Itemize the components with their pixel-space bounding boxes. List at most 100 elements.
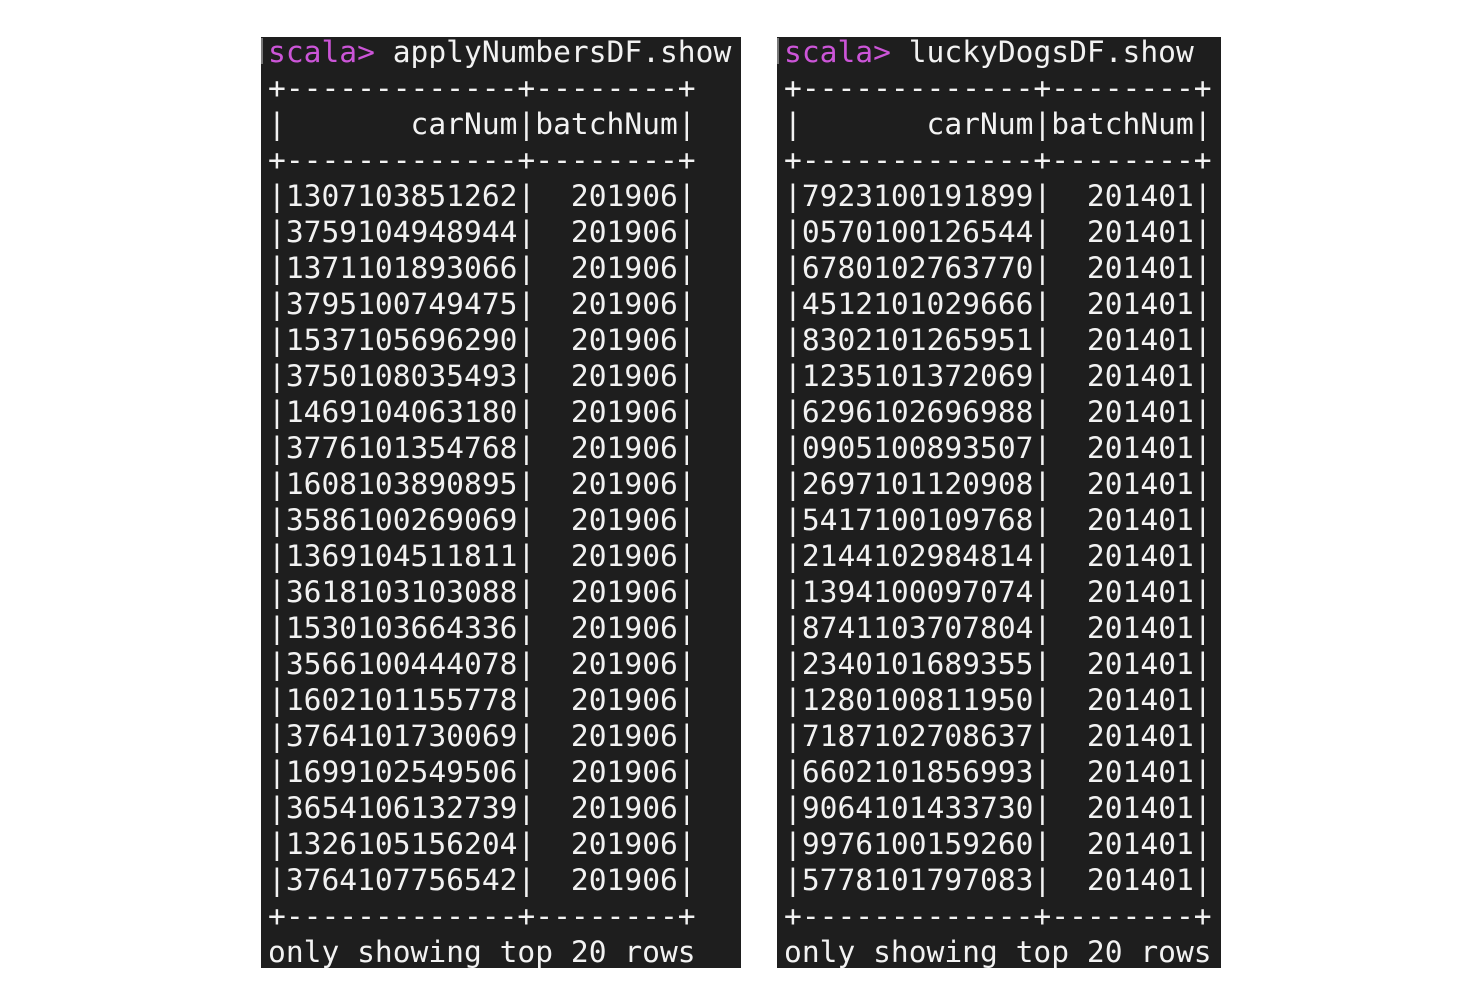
cell-batchnum: 201906 (570, 323, 678, 357)
cell-batchnum: 201906 (570, 683, 678, 717)
cell-batchnum: 201906 (570, 791, 678, 825)
column-separator: | (784, 611, 802, 645)
cell-batchnum: 201906 (570, 431, 678, 465)
column-separator: | (268, 287, 286, 321)
table-row: |9976100159260| 201401| (777, 826, 1221, 862)
column-separator: | (268, 251, 286, 285)
column-separator: | (784, 431, 802, 465)
cell-carnum: 1469104063180 (285, 395, 518, 429)
column-separator: | (784, 503, 802, 537)
cell-batchnum: 201401 (1086, 683, 1194, 717)
cell-carnum: 5417100109768 (801, 503, 1034, 537)
column-header-batchnum: batchNum (535, 107, 678, 141)
column-separator: | (1033, 323, 1052, 357)
table-border: +-------------+--------+ (268, 899, 696, 933)
column-separator: | (1033, 359, 1052, 393)
column-separator: | (517, 431, 536, 465)
cell-carnum: 1394100097074 (801, 575, 1034, 609)
table-border: +-------------+--------+ (784, 143, 1212, 177)
cell-carnum: 0570100126544 (801, 215, 1034, 249)
column-separator: | (268, 179, 286, 213)
cursor-mark (777, 38, 779, 64)
column-separator: | (1193, 467, 1212, 501)
column-separator: | (677, 863, 696, 897)
table-row: |6602101856993| 201401| (777, 754, 1221, 790)
table-row: |1326105156204| 201906| (261, 826, 741, 862)
column-separator: | (1193, 395, 1212, 429)
table-row: |0570100126544| 201401| (777, 214, 1221, 250)
cell-batchnum: 201401 (1086, 719, 1194, 753)
table-row: |1307103851262| 201906| (261, 178, 741, 214)
column-separator: | (677, 323, 696, 357)
table-row: |2340101689355| 201401| (777, 646, 1221, 682)
cell-batchnum: 201401 (1086, 863, 1194, 897)
table-row: |1280100811950| 201401| (777, 682, 1221, 718)
column-separator: | (1193, 215, 1212, 249)
terminal-panel-lucky-dogs: scala> luckyDogsDF.show +-------------+--… (777, 35, 1221, 969)
column-separator: | (677, 215, 696, 249)
cell-carnum: 3764107756542 (285, 863, 518, 897)
column-separator: | (1033, 611, 1052, 645)
column-separator: | (677, 395, 696, 429)
cell-batchnum: 201906 (570, 215, 678, 249)
cell-carnum: 9976100159260 (801, 827, 1034, 861)
column-separator: | (1033, 647, 1052, 681)
column-separator: | (268, 755, 286, 789)
cell-batchnum: 201906 (570, 827, 678, 861)
cell-carnum: 3654106132739 (285, 791, 518, 825)
cell-carnum: 5778101797083 (801, 863, 1034, 897)
cell-carnum: 1326105156204 (285, 827, 518, 861)
column-separator: | (517, 503, 536, 537)
column-separator: | (1033, 467, 1052, 501)
footer-text: only showing top 20 rows (268, 935, 696, 969)
cell-batchnum: 201401 (1086, 827, 1194, 861)
column-separator: | (1033, 683, 1052, 717)
column-separator: | (1033, 755, 1052, 789)
cell-batchnum: 201906 (570, 611, 678, 645)
column-separator: | (784, 323, 802, 357)
column-separator: | (1193, 863, 1212, 897)
table-row: |8741103707804| 201401| (777, 610, 1221, 646)
cell-carnum: 1602101155778 (285, 683, 518, 717)
table-row: |7187102708637| 201401| (777, 718, 1221, 754)
column-separator: | (1193, 359, 1212, 393)
cell-carnum: 3586100269069 (285, 503, 518, 537)
column-separator: | (1033, 287, 1052, 321)
column-separator: | (784, 575, 802, 609)
cell-carnum: 3776101354768 (285, 431, 518, 465)
column-separator: | (1193, 683, 1212, 717)
cell-carnum: 7187102708637 (801, 719, 1034, 753)
column-separator: | (677, 287, 696, 321)
cell-carnum: 1537105696290 (285, 323, 518, 357)
cell-carnum: 0905100893507 (801, 431, 1034, 465)
column-separator: | (784, 107, 802, 141)
column-separator: | (677, 755, 696, 789)
table-row: |6780102763770| 201401| (777, 250, 1221, 286)
column-separator: | (784, 683, 802, 717)
column-separator: | (517, 719, 536, 753)
table-row: |3586100269069| 201906| (261, 502, 741, 538)
column-separator: | (784, 467, 802, 501)
column-separator: | (268, 611, 286, 645)
cell-carnum: 1699102549506 (285, 755, 518, 789)
column-separator: | (784, 863, 802, 897)
column-separator: | (268, 575, 286, 609)
table-row: |7923100191899| 201401| (777, 178, 1221, 214)
table-row: |2697101120908| 201401| (777, 466, 1221, 502)
table-row: |5778101797083| 201401| (777, 862, 1221, 898)
column-separator: | (677, 719, 696, 753)
column-header-batchnum: batchNum (1051, 107, 1194, 141)
column-separator: | (268, 647, 286, 681)
column-separator: | (268, 503, 286, 537)
column-separator: | (677, 179, 696, 213)
table-row: |1602101155778| 201906| (261, 682, 741, 718)
column-separator: | (517, 827, 536, 861)
column-separator: | (268, 395, 286, 429)
cell-batchnum: 201906 (570, 647, 678, 681)
cell-carnum: 8741103707804 (801, 611, 1034, 645)
command: luckyDogsDF.show (908, 35, 1194, 69)
terminal-panel-apply-numbers: scala> applyNumbersDF.show +-------------… (261, 35, 741, 969)
cell-carnum: 3750108035493 (285, 359, 518, 393)
cell-batchnum: 201401 (1086, 539, 1194, 573)
cell-batchnum: 201401 (1086, 215, 1194, 249)
